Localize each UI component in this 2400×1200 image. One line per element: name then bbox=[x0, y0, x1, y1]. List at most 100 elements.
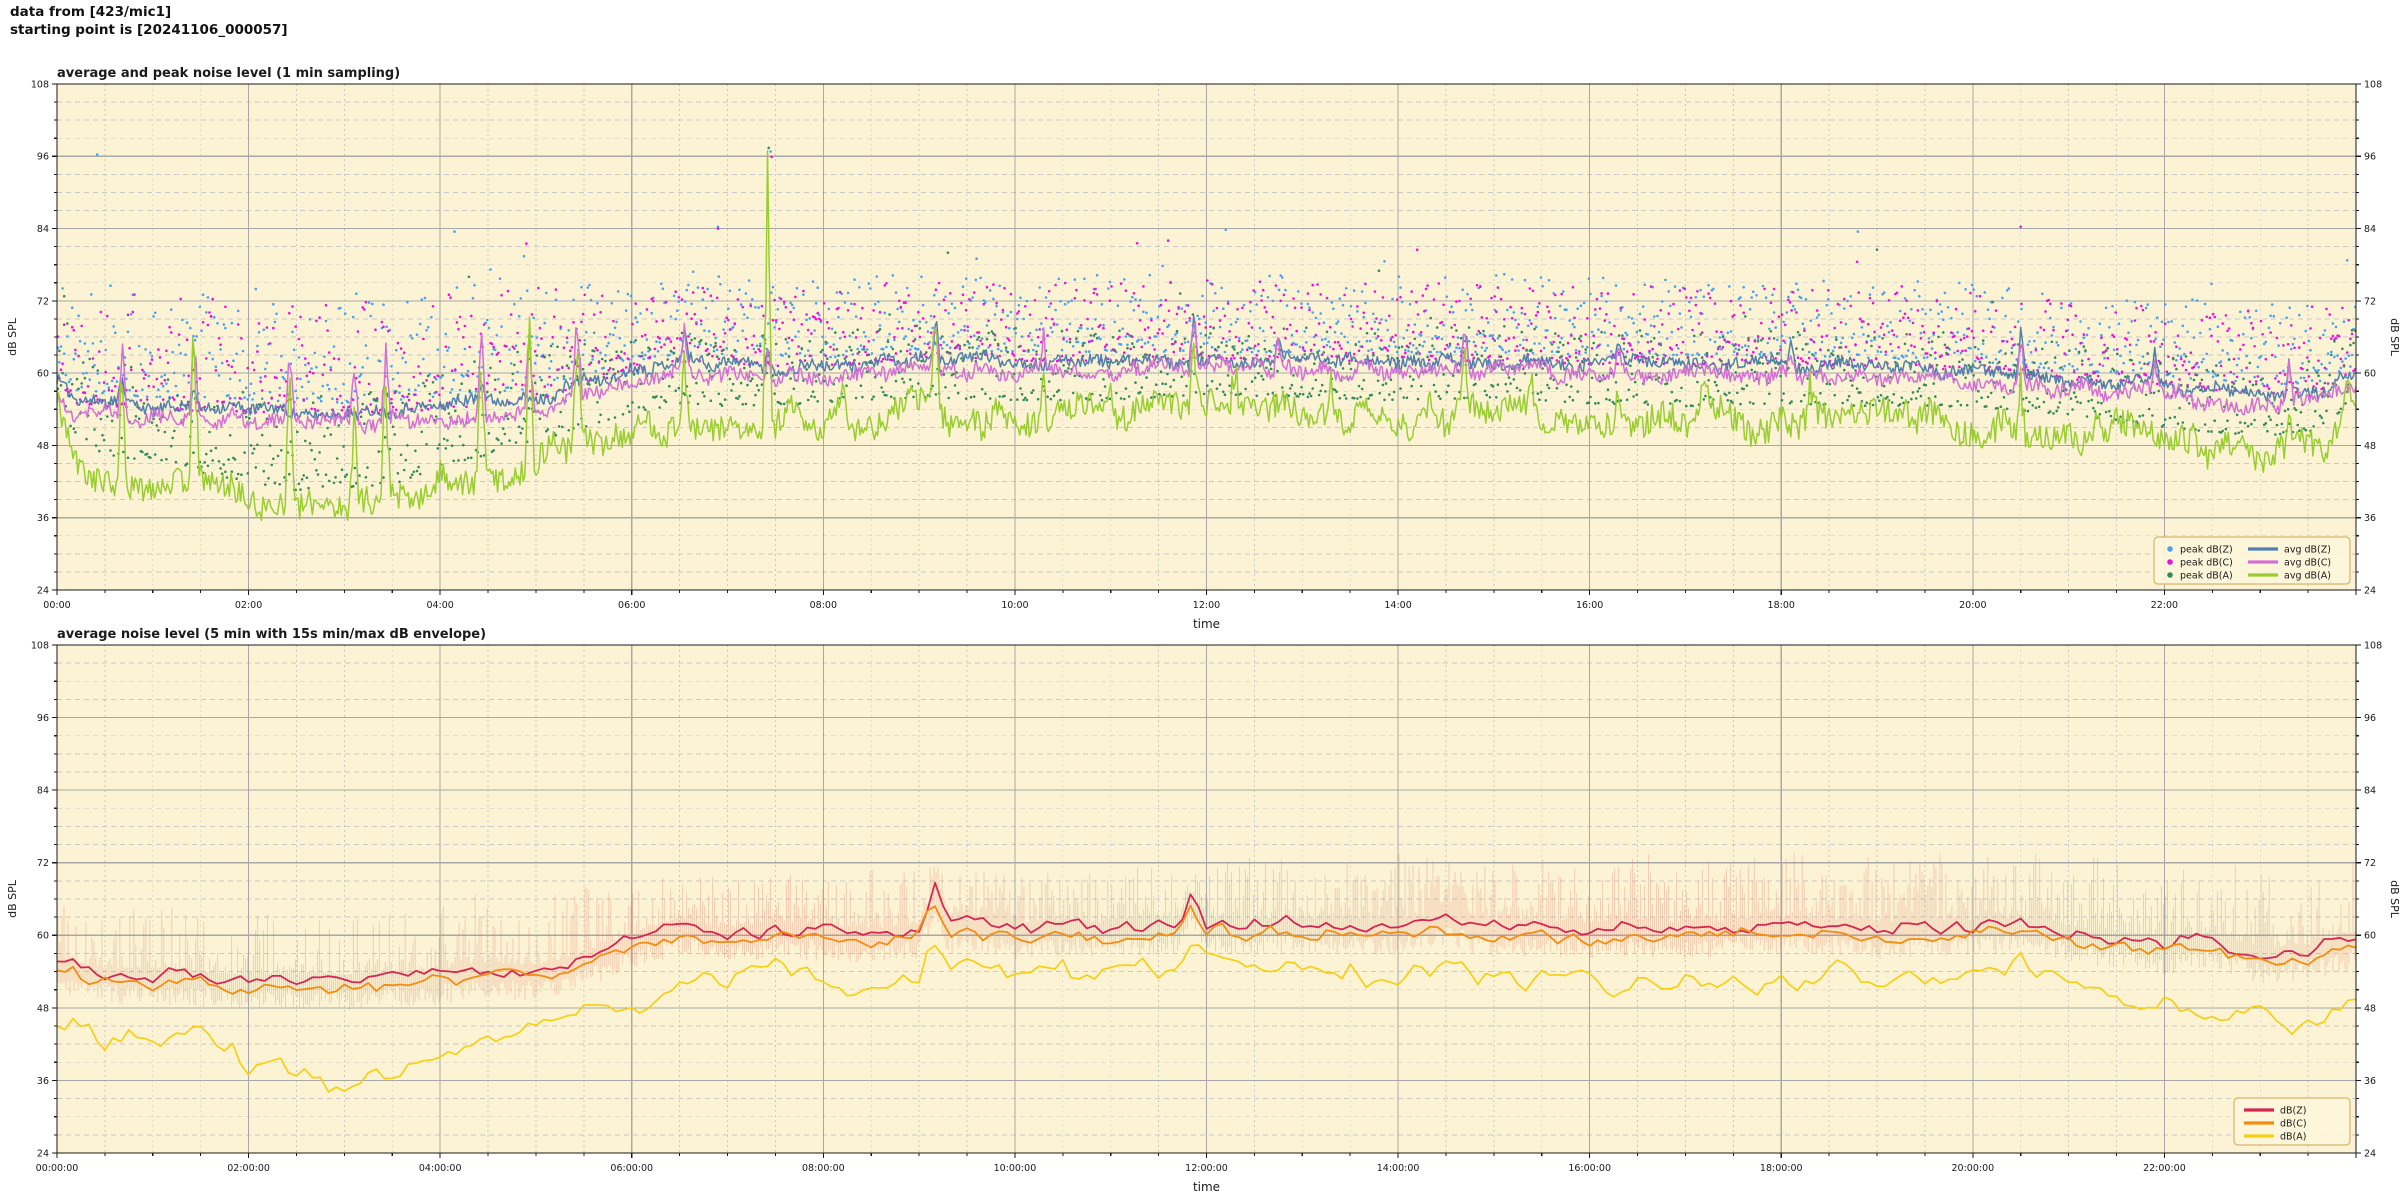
svg-text:72: 72 bbox=[37, 858, 49, 869]
x-axis-label: time bbox=[1193, 1180, 1220, 1194]
legend-item-db-a: dB(A) bbox=[2244, 1131, 2306, 1142]
svg-text:84: 84 bbox=[37, 224, 49, 235]
svg-text:04:00: 04:00 bbox=[426, 600, 453, 611]
header-starting-point: starting point is [20241106_000057] bbox=[10, 22, 288, 38]
svg-text:22:00: 22:00 bbox=[2151, 600, 2178, 611]
legend-item-avg-db-c: avg dB(C) bbox=[2248, 557, 2331, 568]
svg-text:108: 108 bbox=[31, 79, 49, 90]
svg-text:48: 48 bbox=[37, 1003, 49, 1014]
chart-title: average and peak noise level (1 min samp… bbox=[57, 66, 400, 81]
svg-text:60: 60 bbox=[2364, 931, 2376, 942]
svg-text:96: 96 bbox=[37, 152, 49, 163]
svg-text:08:00:00: 08:00:00 bbox=[802, 1163, 845, 1174]
svg-text:48: 48 bbox=[2364, 441, 2376, 452]
svg-text:20:00:00: 20:00:00 bbox=[1951, 1163, 1994, 1174]
series-avg-db-a bbox=[56, 150, 2357, 522]
series-avg-db-c bbox=[56, 320, 2357, 435]
grid-minor bbox=[57, 84, 2356, 590]
svg-text:24: 24 bbox=[37, 585, 49, 596]
svg-text:22:00:00: 22:00:00 bbox=[2143, 1163, 2186, 1174]
svg-text:10:00:00: 10:00:00 bbox=[994, 1163, 1037, 1174]
series-db-z bbox=[56, 881, 2357, 986]
y-axis-label-right: dB SPL bbox=[2388, 318, 2400, 357]
svg-text:16:00: 16:00 bbox=[1576, 600, 1603, 611]
series-avg-db-z bbox=[56, 315, 2357, 421]
svg-text:18:00:00: 18:00:00 bbox=[1760, 1163, 1803, 1174]
series-peak-db-z bbox=[56, 150, 2357, 405]
svg-text:18:00: 18:00 bbox=[1768, 600, 1795, 611]
svg-text:20:00: 20:00 bbox=[1959, 600, 1986, 611]
header-data-source: data from [423/mic1] bbox=[10, 4, 172, 20]
legend: peak dB(Z) peak dB(C) peak dB(A) avg dB(Z) a… bbox=[2153, 536, 2351, 585]
legend-item-db-c: dB(C) bbox=[2244, 1118, 2307, 1129]
svg-text:48: 48 bbox=[2364, 1003, 2376, 1014]
svg-text:24: 24 bbox=[2364, 1148, 2376, 1159]
svg-text:60: 60 bbox=[37, 931, 49, 942]
svg-text:06:00:00: 06:00:00 bbox=[610, 1163, 653, 1174]
y-axis-label-right: dB SPL bbox=[2388, 880, 2400, 919]
svg-text:96: 96 bbox=[2364, 713, 2376, 724]
legend-marker-dot bbox=[2167, 546, 2173, 552]
legend-marker-dot bbox=[2167, 559, 2173, 565]
svg-text:16:00:00: 16:00:00 bbox=[1568, 1163, 1611, 1174]
svg-text:108: 108 bbox=[31, 640, 49, 651]
legend-label: dB(Z) bbox=[2280, 1105, 2306, 1116]
axis-tick-labels: 24 24 36 36 48 48 60 60 72 72 84 84 96 96 108 108 00:00 0… bbox=[31, 79, 2382, 611]
legend-label: avg dB(C) bbox=[2284, 557, 2331, 568]
svg-text:02:00: 02:00 bbox=[235, 600, 262, 611]
axis-ticks bbox=[52, 644, 2361, 1158]
legend-label: avg dB(Z) bbox=[2284, 544, 2331, 555]
legend-label: peak dB(C) bbox=[2180, 557, 2233, 568]
axis-tick-labels: 24 24 36 36 48 48 60 60 72 72 84 84 96 96 108 108 00:00:… bbox=[31, 640, 2382, 1174]
svg-text:24: 24 bbox=[2364, 585, 2376, 596]
svg-text:06:00: 06:00 bbox=[618, 600, 645, 611]
chart-title: average noise level (5 min with 15s min/… bbox=[57, 627, 486, 642]
svg-text:60: 60 bbox=[2364, 369, 2376, 380]
legend-item-peak-db-z: peak dB(Z) bbox=[2167, 544, 2233, 555]
svg-text:84: 84 bbox=[37, 786, 49, 797]
svg-text:12:00: 12:00 bbox=[1193, 600, 1220, 611]
chart-average-and-peak-noise-level-1-min-sampl: 24 24 36 36 48 48 60 60 72 72 84 84 96 96 108 108 00:00 0… bbox=[6, 66, 2400, 631]
chart-average-noise-level-5-min-with-15s-min-m: 24 24 36 36 48 48 60 60 72 72 84 84 96 96 108 108 00:00:… bbox=[6, 627, 2400, 1194]
svg-text:84: 84 bbox=[2364, 224, 2376, 235]
y-axis-label-left: dB SPL bbox=[6, 879, 19, 918]
svg-text:00:00: 00:00 bbox=[43, 600, 70, 611]
legend-item-peak-db-c: peak dB(C) bbox=[2167, 557, 2233, 568]
series-db-a bbox=[56, 944, 2357, 1093]
legend-label: dB(C) bbox=[2280, 1118, 2307, 1129]
svg-text:10:00: 10:00 bbox=[1001, 600, 1028, 611]
svg-text:02:00:00: 02:00:00 bbox=[227, 1163, 270, 1174]
svg-text:60: 60 bbox=[37, 369, 49, 380]
svg-text:36: 36 bbox=[2364, 1076, 2376, 1087]
legend-item-avg-db-a: avg dB(A) bbox=[2248, 570, 2331, 581]
legend-label: dB(A) bbox=[2280, 1131, 2306, 1142]
grid-major bbox=[57, 645, 2356, 1153]
svg-text:108: 108 bbox=[2364, 79, 2382, 90]
x-axis-label: time bbox=[1193, 617, 1220, 631]
svg-text:36: 36 bbox=[2364, 513, 2376, 524]
svg-text:84: 84 bbox=[2364, 786, 2376, 797]
svg-text:36: 36 bbox=[37, 1076, 49, 1087]
svg-text:36: 36 bbox=[37, 513, 49, 524]
legend: dB(Z) dB(C) dB(A) bbox=[2233, 1097, 2351, 1146]
y-axis-label-left: dB SPL bbox=[6, 317, 19, 356]
legend-item-avg-db-z: avg dB(Z) bbox=[2248, 544, 2331, 555]
svg-text:14:00:00: 14:00:00 bbox=[1377, 1163, 1420, 1174]
svg-text:96: 96 bbox=[2364, 152, 2376, 163]
svg-text:24: 24 bbox=[37, 1148, 49, 1159]
axis-ticks bbox=[52, 83, 2361, 595]
legend-label: peak dB(Z) bbox=[2180, 544, 2233, 555]
legend-marker-dot bbox=[2167, 572, 2173, 578]
svg-text:14:00: 14:00 bbox=[1384, 600, 1411, 611]
svg-text:12:00:00: 12:00:00 bbox=[1185, 1163, 1228, 1174]
legend-item-peak-db-a: peak dB(A) bbox=[2167, 570, 2233, 581]
svg-text:72: 72 bbox=[37, 296, 49, 307]
svg-text:04:00:00: 04:00:00 bbox=[419, 1163, 462, 1174]
legend-item-db-z: dB(Z) bbox=[2244, 1105, 2306, 1116]
svg-text:96: 96 bbox=[37, 713, 49, 724]
svg-text:08:00: 08:00 bbox=[810, 600, 837, 611]
svg-text:72: 72 bbox=[2364, 296, 2376, 307]
svg-text:00:00:00: 00:00:00 bbox=[36, 1163, 79, 1174]
